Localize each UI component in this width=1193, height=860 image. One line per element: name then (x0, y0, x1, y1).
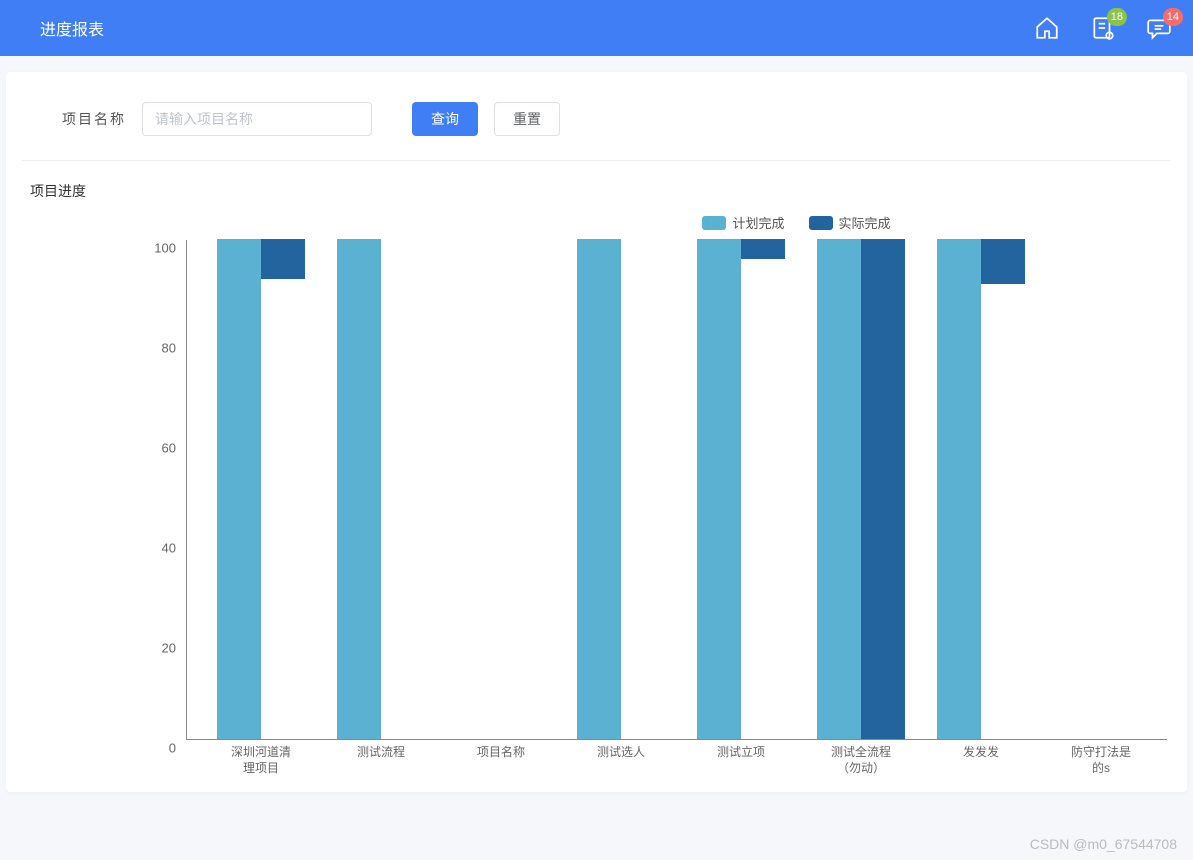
main-card: 项目名称 查询 重置 项目进度 计划完成 实际完成 0 20 40 60 80 100 深圳… (6, 72, 1187, 792)
x-label: 测试流程 (321, 745, 441, 761)
header-icon-group: 18 14 (1033, 14, 1173, 42)
y-axis: 0 20 40 60 80 100 (26, 240, 186, 780)
bar[interactable] (697, 239, 741, 739)
chart-legend: 计划完成 实际完成 (26, 213, 1167, 232)
bar[interactable] (217, 239, 261, 739)
bar[interactable] (981, 239, 1025, 284)
project-name-input[interactable] (142, 102, 372, 136)
chart-wrap: 0 20 40 60 80 100 深圳河道清 理项目测试流程项目名称测试选人测试立项测试… (26, 240, 1167, 780)
legend-label: 计划完成 (732, 213, 784, 232)
message-icon[interactable]: 14 (1145, 14, 1173, 42)
y-tick: 100 (116, 241, 176, 256)
bar[interactable] (577, 239, 621, 739)
page-title: 进度报表 (40, 16, 104, 40)
home-icon[interactable] (1033, 14, 1061, 42)
x-axis-labels: 深圳河道清 理项目测试流程项目名称测试选人测试立项测试全流程 （勿动）发发发防守… (187, 739, 1167, 779)
bar-group (817, 239, 905, 739)
x-label: 项目名称 (441, 745, 561, 761)
x-label: 测试选人 (561, 745, 681, 761)
bar-group (337, 239, 425, 739)
bar[interactable] (861, 239, 905, 739)
chart-title: 项目进度 (26, 181, 1167, 201)
chart-section: 项目进度 计划完成 实际完成 0 20 40 60 80 100 深圳河道清 理项目测试流程… (22, 181, 1171, 780)
x-label: 深圳河道清 理项目 (201, 745, 321, 776)
bar[interactable] (937, 239, 981, 739)
x-label: 测试立项 (681, 745, 801, 761)
bar-group (217, 239, 305, 739)
top-header: 进度报表 18 14 (0, 0, 1193, 56)
legend-item[interactable]: 计划完成 (702, 213, 784, 232)
filter-label: 项目名称 (62, 109, 126, 129)
x-label: 防守打法是 的s (1041, 745, 1161, 776)
filter-row: 项目名称 查询 重置 (22, 92, 1171, 161)
y-tick: 0 (116, 741, 176, 756)
reset-button[interactable]: 重置 (494, 102, 560, 136)
y-tick: 20 (116, 641, 176, 656)
bar[interactable] (261, 239, 305, 279)
y-tick: 80 (116, 341, 176, 356)
message-badge: 14 (1163, 8, 1183, 26)
legend-swatch (702, 216, 726, 230)
legend-swatch (809, 216, 833, 230)
bar[interactable] (817, 239, 861, 739)
y-tick: 60 (116, 441, 176, 456)
watermark: CSDN @m0_67544708 (1030, 836, 1177, 852)
bar-group (697, 239, 785, 739)
bar[interactable] (741, 239, 785, 259)
chart-plot: 深圳河道清 理项目测试流程项目名称测试选人测试立项测试全流程 （勿动）发发发防守… (186, 240, 1167, 740)
x-label: 发发发 (921, 745, 1041, 761)
legend-label: 实际完成 (839, 213, 891, 232)
report-badge: 18 (1107, 8, 1127, 26)
search-button[interactable]: 查询 (412, 102, 478, 136)
bar-group (937, 239, 1025, 739)
legend-item[interactable]: 实际完成 (809, 213, 891, 232)
bar[interactable] (337, 239, 381, 739)
report-icon[interactable]: 18 (1089, 14, 1117, 42)
y-tick: 40 (116, 541, 176, 556)
bar-group (577, 239, 665, 739)
x-label: 测试全流程 （勿动） (801, 745, 921, 776)
